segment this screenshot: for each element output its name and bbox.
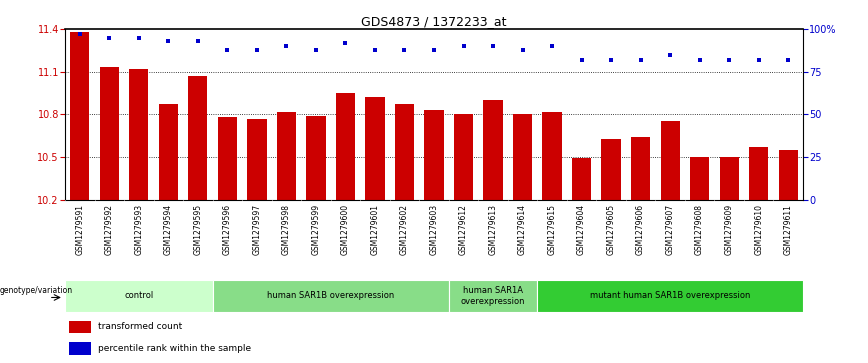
Text: GSM1279603: GSM1279603 bbox=[430, 204, 438, 255]
Text: GSM1279597: GSM1279597 bbox=[253, 204, 261, 255]
Point bbox=[398, 46, 411, 52]
Point bbox=[781, 57, 795, 63]
Bar bbox=[213, 280, 449, 312]
Text: GSM1279591: GSM1279591 bbox=[76, 204, 84, 254]
Bar bbox=[365, 97, 385, 200]
Bar bbox=[247, 119, 266, 200]
Point bbox=[752, 57, 766, 63]
Point bbox=[663, 52, 677, 57]
Point bbox=[73, 31, 87, 37]
Point bbox=[693, 57, 707, 63]
Point bbox=[191, 38, 205, 44]
Text: genotype/variation: genotype/variation bbox=[0, 286, 72, 295]
Point bbox=[161, 38, 175, 44]
Bar bbox=[65, 280, 213, 312]
Bar bbox=[661, 122, 680, 200]
Text: GSM1279592: GSM1279592 bbox=[105, 204, 114, 254]
Bar bbox=[690, 157, 709, 200]
Point bbox=[427, 46, 441, 52]
Bar bbox=[70, 32, 89, 200]
Text: GSM1279600: GSM1279600 bbox=[341, 204, 350, 255]
Bar bbox=[542, 111, 562, 200]
Point bbox=[457, 43, 470, 49]
Point bbox=[132, 34, 146, 40]
Point bbox=[102, 34, 116, 40]
Point bbox=[368, 46, 382, 52]
Bar bbox=[513, 114, 532, 200]
Text: GSM1279613: GSM1279613 bbox=[489, 204, 497, 254]
Text: mutant human SAR1B overexpression: mutant human SAR1B overexpression bbox=[590, 291, 750, 300]
Bar bbox=[188, 76, 207, 200]
Text: human SAR1B overexpression: human SAR1B overexpression bbox=[267, 291, 394, 300]
Bar bbox=[306, 116, 326, 200]
Bar bbox=[129, 69, 148, 200]
Bar bbox=[336, 93, 355, 200]
Point bbox=[309, 46, 323, 52]
Text: GSM1279609: GSM1279609 bbox=[725, 204, 733, 255]
Point bbox=[220, 46, 234, 52]
Point bbox=[722, 57, 736, 63]
Bar bbox=[631, 137, 650, 200]
Bar bbox=[720, 157, 739, 200]
Text: GSM1279608: GSM1279608 bbox=[695, 204, 704, 254]
Bar bbox=[749, 147, 768, 200]
Text: GSM1279593: GSM1279593 bbox=[135, 204, 143, 255]
Text: GSM1279599: GSM1279599 bbox=[312, 204, 320, 255]
Bar bbox=[602, 139, 621, 200]
Text: GSM1279612: GSM1279612 bbox=[459, 204, 468, 254]
Point bbox=[279, 43, 293, 49]
Text: human SAR1A
overexpression: human SAR1A overexpression bbox=[461, 286, 525, 306]
Point bbox=[516, 46, 529, 52]
Point bbox=[634, 57, 648, 63]
Bar bbox=[449, 280, 537, 312]
Text: GSM1279602: GSM1279602 bbox=[400, 204, 409, 254]
Point bbox=[250, 46, 264, 52]
Text: GSM1279595: GSM1279595 bbox=[194, 204, 202, 255]
Point bbox=[486, 43, 500, 49]
Text: GSM1279611: GSM1279611 bbox=[784, 204, 792, 254]
Text: GSM1279596: GSM1279596 bbox=[223, 204, 232, 255]
Point bbox=[339, 40, 352, 46]
Text: GSM1279614: GSM1279614 bbox=[518, 204, 527, 254]
Text: percentile rank within the sample: percentile rank within the sample bbox=[98, 344, 252, 353]
Bar bbox=[395, 105, 414, 200]
Text: control: control bbox=[124, 291, 154, 300]
Bar bbox=[779, 150, 798, 200]
Bar bbox=[572, 158, 591, 200]
Text: GSM1279601: GSM1279601 bbox=[371, 204, 379, 254]
Text: GSM1279605: GSM1279605 bbox=[607, 204, 615, 255]
Bar bbox=[277, 111, 296, 200]
Point bbox=[604, 57, 618, 63]
Text: GSM1279598: GSM1279598 bbox=[282, 204, 291, 254]
Text: GSM1279606: GSM1279606 bbox=[636, 204, 645, 255]
Bar bbox=[159, 105, 178, 200]
Bar bbox=[69, 321, 91, 333]
Text: GSM1279607: GSM1279607 bbox=[666, 204, 674, 255]
Bar bbox=[483, 100, 503, 200]
Text: GSM1279604: GSM1279604 bbox=[577, 204, 586, 255]
Bar bbox=[537, 280, 803, 312]
Bar bbox=[100, 68, 119, 200]
Bar bbox=[454, 114, 473, 200]
Title: GDS4873 / 1372233_at: GDS4873 / 1372233_at bbox=[361, 15, 507, 28]
Bar bbox=[424, 110, 444, 200]
Point bbox=[575, 57, 589, 63]
Bar bbox=[69, 342, 91, 355]
Bar bbox=[218, 117, 237, 200]
Text: GSM1279615: GSM1279615 bbox=[548, 204, 556, 254]
Text: transformed count: transformed count bbox=[98, 322, 182, 331]
Text: GSM1279594: GSM1279594 bbox=[164, 204, 173, 255]
Point bbox=[545, 43, 559, 49]
Text: GSM1279610: GSM1279610 bbox=[754, 204, 763, 254]
